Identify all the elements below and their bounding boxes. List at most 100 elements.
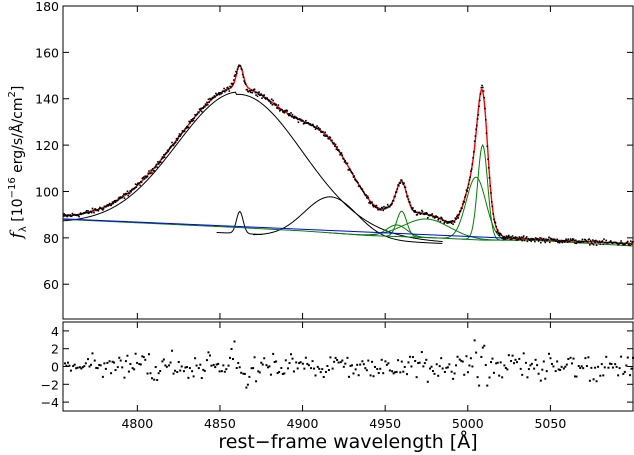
residual-data-point — [156, 379, 159, 382]
residual-data-point — [287, 367, 290, 370]
residual-data-point — [336, 358, 339, 361]
spectrum-data-point — [107, 205, 109, 207]
spectrum-data-point — [203, 106, 206, 108]
residual-data-point — [579, 366, 582, 369]
residual-data-point — [585, 365, 588, 368]
residual-data-point — [81, 366, 84, 369]
residual-data-point — [255, 380, 258, 383]
spectrum-data-point — [178, 133, 181, 135]
spectrum-data-point — [340, 152, 343, 154]
residual-data-point — [518, 357, 521, 360]
residual-data-point — [544, 377, 547, 380]
spectrum-data-point — [410, 206, 413, 209]
spectrum-data-point — [106, 204, 109, 206]
spectrum-data-point — [463, 201, 466, 203]
spectrum-data-point — [423, 213, 425, 216]
residual-data-point — [590, 366, 593, 369]
spectrum-data-point — [350, 171, 353, 173]
spectrum-data-point — [275, 103, 277, 106]
spectrum-data-point — [453, 221, 456, 223]
residual-data-point — [146, 372, 149, 375]
spectrum-data-point — [627, 243, 630, 246]
residual-data-point — [304, 356, 307, 359]
spectrum-data-point — [180, 133, 182, 136]
spectrum-data-point — [619, 242, 622, 244]
residual-data-point — [101, 375, 104, 378]
spectrum-data-point — [268, 99, 271, 102]
residual-data-point — [185, 366, 188, 369]
residual-data-point — [197, 367, 200, 370]
spectrum-data-point — [496, 231, 498, 233]
residual-data-point — [165, 365, 168, 368]
spectrum-data-point — [544, 241, 547, 244]
spectrum-data-point — [531, 239, 534, 241]
spectrum-data-point — [374, 205, 376, 207]
spectrum-data-point — [492, 213, 495, 215]
spectrum-data-point — [541, 239, 544, 242]
spectrum-data-point — [558, 241, 561, 244]
spectrum-data-point — [79, 212, 82, 214]
spectrum-data-point — [282, 110, 285, 113]
spectrum-data-point — [376, 207, 379, 209]
residual-data-point — [111, 360, 114, 363]
residual-data-point — [157, 372, 160, 375]
spectrum-data-point — [223, 87, 225, 90]
residual-data-point — [438, 365, 441, 368]
spectrum-data-point — [472, 157, 474, 159]
residual-data-point — [603, 366, 606, 369]
spectrum-data-point — [292, 116, 295, 118]
residual-data-point — [84, 362, 87, 365]
spectrum-data-point — [116, 199, 119, 202]
y-axis-unit-close: ] — [10, 86, 26, 91]
spectrum-data-point — [233, 75, 236, 77]
spectrum-data-point — [621, 243, 624, 245]
residual-data-point — [192, 375, 195, 378]
residual-data-point — [306, 362, 309, 365]
residual-data-point — [326, 364, 329, 367]
spectrum-data-point — [515, 239, 518, 241]
spectrum-data-point — [514, 236, 517, 238]
x-tick-label: 4950 — [369, 416, 401, 431]
spectrum-data-point — [432, 215, 435, 218]
spectrum-data-point — [180, 132, 183, 135]
spectrum-data-point — [577, 240, 580, 242]
residual-data-point — [75, 367, 78, 370]
spectrum-data-point — [130, 190, 132, 193]
spectrum-data-point — [119, 197, 121, 199]
spectrum-data-point — [241, 73, 244, 76]
spectrum-data-point — [464, 196, 466, 198]
residual-data-point — [372, 375, 375, 378]
residual-data-point — [230, 347, 233, 350]
residual-data-point — [559, 368, 562, 371]
spectrum-data-point — [409, 204, 412, 207]
spectrum-data-point — [526, 240, 529, 243]
spectrum-data-point — [87, 210, 89, 212]
residual-data-point — [266, 366, 269, 369]
spectrum-data-point — [578, 241, 581, 244]
residual-data-point — [344, 362, 347, 365]
residual-data-point — [499, 361, 502, 364]
residual-data-point — [316, 365, 319, 368]
residual-data-point — [265, 364, 268, 367]
spectrum-data-point — [281, 109, 283, 111]
residual-data-point — [299, 361, 302, 364]
spectrum-data-point — [412, 207, 414, 209]
residual-data-point — [473, 339, 476, 342]
residual-data-point — [597, 365, 600, 368]
residual-data-point — [91, 352, 94, 355]
spectrum-data-point — [525, 236, 528, 238]
residual-data-point — [625, 364, 628, 367]
spectrum-data-point — [447, 222, 450, 224]
spectrum-data-point — [128, 192, 131, 195]
spectrum-data-point — [419, 213, 422, 215]
spectrum-data-point — [411, 208, 413, 211]
spectrum-data-point — [344, 159, 347, 162]
residual-data-point — [588, 379, 591, 382]
x-tick-label: 4850 — [204, 416, 236, 431]
spectrum-data-point — [143, 178, 146, 180]
spectrum-data-point — [626, 241, 628, 244]
x-axis-tick-labels: 4800 4850 4900 4950 5000 5050 — [121, 416, 566, 431]
spectrum-data-point — [336, 146, 338, 148]
spectrum-data-point — [487, 158, 489, 161]
spectrum-data-point — [358, 184, 361, 187]
